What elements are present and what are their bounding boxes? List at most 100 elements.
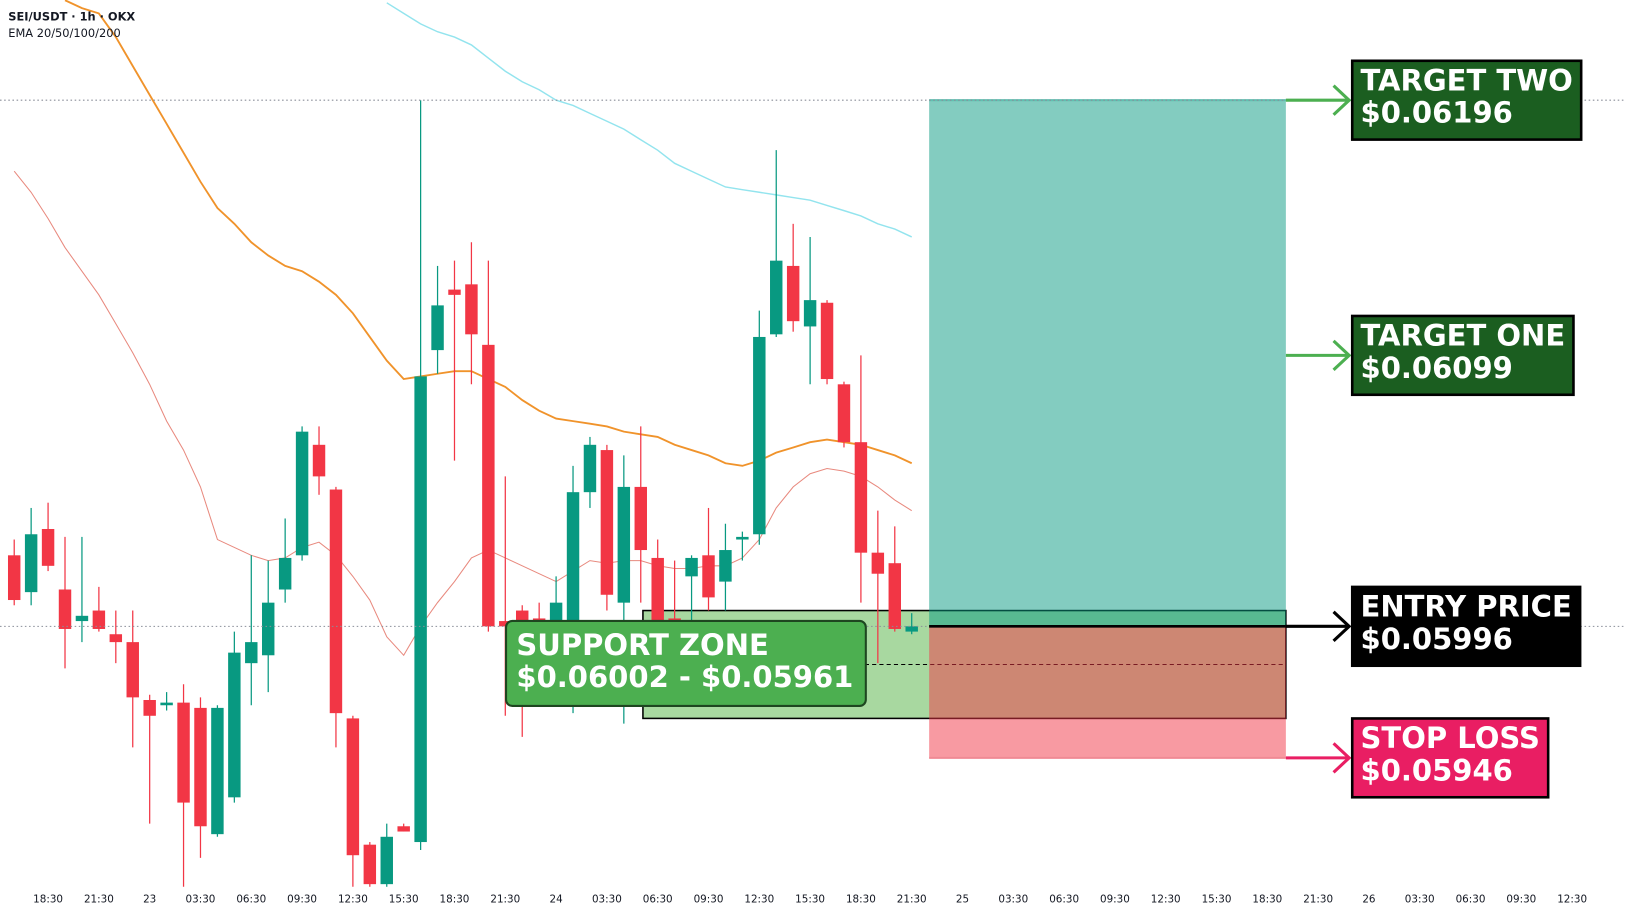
x-tick-label: 18:30 — [33, 893, 63, 905]
support-label-range: $0.06002 - $0.05961 — [516, 660, 853, 694]
x-tick-label: 06:30 — [1049, 893, 1079, 905]
level-label-price: $0.05996 — [1361, 622, 1513, 656]
level-arrowhead — [1332, 84, 1352, 116]
candle-body — [295, 431, 309, 556]
x-tick-label: 12:30 — [744, 893, 774, 905]
profit-zone — [929, 100, 1286, 627]
x-tick-label: 18:30 — [846, 893, 876, 905]
candle-body — [736, 536, 749, 540]
candle-body — [803, 300, 817, 327]
x-tick-label: 12:30 — [1151, 893, 1181, 905]
candle-body — [109, 634, 123, 643]
candle-body — [211, 707, 224, 835]
candle-body — [397, 826, 410, 832]
candle-body — [24, 534, 38, 593]
candle-body — [41, 528, 55, 566]
candle-body — [651, 557, 664, 622]
candle-body — [448, 289, 461, 295]
candle-body — [668, 618, 681, 622]
chart-title: SEI/USDT · 1h · OKX — [8, 9, 135, 23]
x-tick-label: 06:30 — [643, 893, 673, 905]
candle-body — [245, 642, 258, 664]
loss-zone — [929, 626, 1286, 758]
x-tick-label: 12:30 — [338, 893, 368, 905]
x-tick-label: 06:30 — [236, 893, 266, 905]
support-label-title: SUPPORT ZONE — [516, 628, 768, 662]
level-label-box — [1350, 717, 1550, 799]
candle-body — [549, 602, 563, 622]
level-label: ENTRY PRICE$0.05996 — [1350, 585, 1582, 668]
candle-body — [228, 652, 241, 798]
chart-subtitle: EMA 20/50/100/200 — [8, 26, 120, 40]
candle-body — [583, 444, 597, 493]
candle-body — [499, 621, 512, 627]
candle-body — [194, 707, 207, 827]
x-tick-label: 06:30 — [1456, 893, 1486, 905]
level-arrowhead — [1332, 339, 1352, 372]
x-tick-label: 18:30 — [440, 893, 470, 905]
candle-body — [753, 336, 766, 535]
candle-body — [702, 555, 715, 598]
level-arrowhead — [1332, 610, 1352, 642]
x-tick-label: 03:30 — [1405, 893, 1435, 905]
x-tick-label: 09:30 — [1506, 893, 1536, 905]
level-label: TARGET ONE$0.06099 — [1350, 314, 1575, 397]
candle-body — [143, 699, 156, 716]
level-arrowhead — [1332, 742, 1352, 774]
candle-body — [261, 602, 275, 656]
candle-body — [600, 450, 614, 595]
candle-body — [380, 836, 393, 885]
x-tick-label: 09:30 — [287, 893, 317, 905]
x-tick-label: 21:30 — [490, 893, 520, 905]
x-tick-label: 26 — [1362, 893, 1375, 905]
level-label-title: STOP LOSS — [1361, 721, 1540, 755]
candle-body — [278, 557, 292, 590]
candle-body — [719, 550, 732, 582]
candle-body — [177, 702, 190, 803]
x-tick-label: 23 — [143, 893, 156, 905]
x-tick-label: 03:30 — [998, 893, 1028, 905]
x-tick-label: 24 — [550, 893, 564, 905]
candle-body — [363, 844, 377, 885]
level-label: TARGET TWO$0.06196 — [1350, 59, 1583, 141]
level-label-price: $0.05946 — [1361, 753, 1513, 787]
level-label-box — [1350, 59, 1583, 141]
label-layer: SUPPORT ZONE$0.06002 - $0.05961 TARGET TW… — [505, 59, 1583, 799]
candle-body — [837, 384, 851, 443]
candle-body — [786, 265, 800, 322]
ema-line — [386, 2, 913, 238]
level-label-box — [1350, 585, 1582, 668]
candle-body — [329, 489, 343, 714]
x-tick-label: 15:30 — [389, 893, 419, 905]
candle-body — [126, 642, 139, 698]
candle-body — [854, 442, 868, 553]
x-tick-label: 25 — [956, 893, 969, 905]
level-label-box — [1350, 314, 1575, 397]
x-tick-label: 03:30 — [186, 893, 216, 905]
candle-body — [312, 444, 326, 477]
candle-body — [871, 552, 885, 574]
level-label-title: ENTRY PRICE — [1361, 590, 1572, 624]
candle-body — [414, 376, 427, 843]
x-tick-label: 18:30 — [1252, 893, 1282, 905]
candle-body — [888, 563, 901, 629]
candle-body — [770, 260, 783, 335]
level-label-title: TARGET TWO — [1361, 64, 1573, 98]
support-label-box — [505, 619, 867, 707]
support-label: SUPPORT ZONE$0.06002 - $0.05961 — [505, 619, 867, 707]
candle-body — [566, 492, 580, 622]
candle-body — [516, 610, 529, 622]
x-tick-label: 12:30 — [1557, 893, 1587, 905]
x-tick-label: 09:30 — [694, 893, 724, 905]
candle-body — [905, 626, 918, 632]
candle-body — [75, 615, 89, 622]
candle-body — [160, 702, 173, 706]
level-label-price: $0.06099 — [1361, 351, 1513, 385]
candle-body — [482, 344, 495, 627]
candle-body — [58, 589, 72, 629]
level-label-price: $0.06196 — [1361, 96, 1513, 130]
level-label: STOP LOSS$0.05946 — [1350, 717, 1550, 799]
candle-body — [617, 486, 631, 603]
ema-line — [13, 170, 912, 657]
